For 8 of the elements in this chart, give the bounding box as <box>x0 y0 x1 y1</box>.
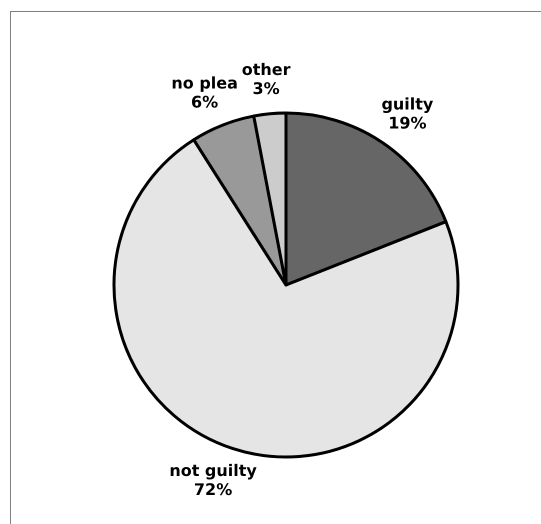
data-label: 6% <box>191 92 218 112</box>
slice-label: guilty <box>381 94 434 114</box>
data-label: 19% <box>388 114 427 133</box>
data-label: 72% <box>194 480 232 499</box>
slice-label: not guilty <box>169 460 258 480</box>
data-label: 3% <box>252 78 280 98</box>
slice-label: other <box>242 60 291 79</box>
slice-label: no plea <box>171 73 238 92</box>
